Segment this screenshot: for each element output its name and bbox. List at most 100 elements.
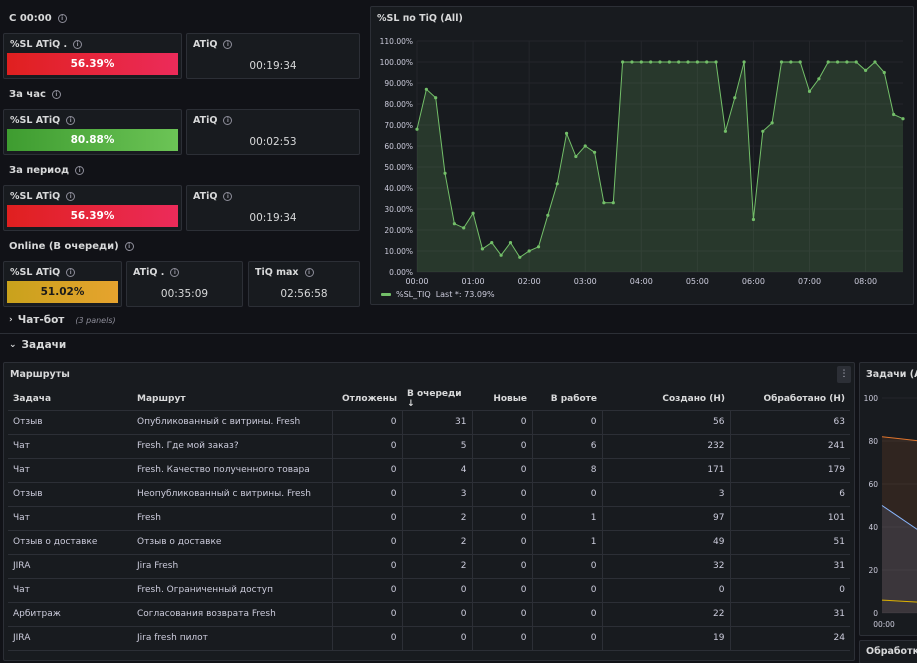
col-header-created[interactable]: Создано (Н)	[602, 388, 730, 411]
stat-value: 00:19:34	[249, 212, 297, 224]
info-icon[interactable]: i	[124, 242, 134, 251]
cell-postponed: 0	[331, 602, 402, 627]
cell-created: 171	[601, 458, 730, 483]
info-icon[interactable]: i	[66, 192, 76, 201]
data-point	[695, 60, 699, 64]
section-hour[interactable]: За час i	[9, 89, 61, 100]
row-chatbot-collapsed[interactable]: › Чат-бот (3 panels)	[9, 314, 116, 326]
table-row[interactable]: Отзыв о доставке Отзыв о доставке 0 2 0 1 49 51	[8, 530, 850, 555]
chart-panel-sl-tiq[interactable]: %SL по TiQ (All) 0.00% 10.00% 20.00% 30.00%…	[370, 6, 914, 305]
table-row[interactable]: Чат Fresh 0 2 0 1 97 101	[8, 506, 850, 531]
data-point	[639, 60, 643, 64]
col-header-postponed[interactable]: Отложены	[332, 388, 402, 411]
col-header-in-queue[interactable]: В очереди ↓	[402, 388, 472, 411]
info-icon[interactable]: i	[223, 40, 233, 49]
cell-task: Отзыв	[8, 410, 132, 435]
y-tick-label: 70.00%	[384, 121, 413, 130]
data-point	[658, 60, 662, 64]
data-point	[714, 60, 718, 64]
stat-panel-atiq-since-midnight[interactable]: ATiQ i 00:19:34	[186, 33, 360, 79]
row-panel-count: (3 panels)	[75, 315, 116, 325]
routes-table: Задача Маршрут Отложены В очереди ↓ Новы…	[8, 388, 850, 651]
cell-new: 0	[471, 410, 532, 435]
section-period[interactable]: За период i	[9, 165, 85, 176]
info-icon[interactable]: i	[66, 116, 76, 125]
x-tick-label: 06:00	[742, 277, 765, 286]
table-row[interactable]: JIRA Jira Fresh 0 2 0 0 32 31	[8, 554, 850, 579]
panel-title-text: TiQ max	[255, 267, 299, 278]
routes-table-panel[interactable]: Маршруты ⋮ Задача Маршрут Отложены В оче…	[3, 362, 855, 661]
y-tick-label: 100.00%	[380, 58, 413, 67]
section-since-midnight[interactable]: С 00:00 i	[9, 13, 67, 24]
stat-panel-atiq-online[interactable]: ATiQ . i 00:35:09	[126, 261, 243, 307]
table-row[interactable]: Отзыв Неопубликованный с витрины. Fresh 0 3…	[8, 482, 850, 507]
stat-panel-atiq-period[interactable]: ATiQ i 00:19:34	[186, 185, 360, 231]
tasks-chart-panel[interactable]: Задачи (All) 100 80 60 40 20 0 00:00	[859, 362, 917, 636]
section-title: С 00:00	[9, 13, 52, 24]
cell-new: 0	[471, 626, 532, 651]
panel-title-text: ATiQ .	[133, 267, 165, 278]
section-title: За час	[9, 89, 46, 100]
info-icon[interactable]: i	[304, 268, 314, 277]
stat-value: 51.02%	[7, 281, 118, 303]
data-point	[499, 253, 503, 257]
data-point	[583, 144, 587, 148]
panel-menu-icon[interactable]: ⋮	[837, 366, 851, 383]
stat-panel-atiq-hour[interactable]: ATiQ i 00:02:53	[186, 109, 360, 155]
table-row[interactable]: Чат Fresh. Качество полученного товара 0 4 0…	[8, 458, 850, 483]
cell-route: Неопубликованный с витрины. Fresh	[132, 482, 332, 507]
stat-panel-sl-online[interactable]: %SL ATiQ i 51.02%	[3, 261, 122, 307]
panel-title: %SL ATiQ i	[10, 115, 76, 126]
data-point	[826, 60, 830, 64]
col-header-in-work[interactable]: В работе	[532, 388, 602, 411]
stat-panel-sl-period[interactable]: %SL ATiQ i 56.39%	[3, 185, 182, 231]
table-row[interactable]: Отзыв Опубликованный с витрины. Fresh 0 31 0…	[8, 410, 850, 435]
col-header-task[interactable]: Задача	[8, 388, 132, 411]
info-icon[interactable]: i	[57, 14, 67, 23]
info-icon[interactable]: i	[75, 166, 85, 175]
cell-in-work: 0	[531, 554, 602, 579]
processing-panel[interactable]: Обработка	[859, 640, 917, 663]
data-point	[845, 60, 849, 64]
table-row[interactable]: Чат Fresh. Где мой заказ? 0 5 0 6 232 241	[8, 434, 850, 459]
chart-legend[interactable]: %SL_TIQ Last *: 73.09%	[381, 290, 495, 299]
info-icon[interactable]: i	[66, 268, 76, 277]
y-tick-label: 40	[868, 523, 878, 532]
info-icon[interactable]: i	[223, 116, 233, 125]
stat-panel-tiq-max[interactable]: TiQ max i 02:56:58	[248, 261, 360, 307]
data-point	[817, 77, 821, 81]
section-online[interactable]: Online (В очереди) i	[9, 241, 134, 252]
info-icon[interactable]: i	[51, 90, 61, 99]
row-tasks-expanded[interactable]: ⌄ Задачи	[9, 339, 66, 351]
data-point	[536, 245, 541, 249]
chevron-right-icon: ›	[9, 315, 13, 325]
col-header-new[interactable]: Новые	[472, 388, 532, 411]
info-icon[interactable]: i	[223, 192, 233, 201]
cell-task: Чат	[8, 578, 132, 603]
cell-task: Чат	[8, 506, 132, 531]
cell-created: 97	[601, 506, 730, 531]
y-tick-label: 20	[868, 566, 878, 575]
cell-route: Fresh. Ограниченный доступ	[132, 578, 332, 603]
y-tick-label: 80.00%	[384, 100, 413, 109]
stat-panel-sl-since-midnight[interactable]: %SL ATiQ . i 56.39%	[3, 33, 182, 79]
data-point	[705, 60, 709, 64]
stat-panel-sl-hour[interactable]: %SL ATiQ i 80.88%	[3, 109, 182, 155]
col-header-route[interactable]: Маршрут	[132, 388, 332, 411]
table-row[interactable]: JIRA Jira fresh пилот 0 0 0 0 19 24	[8, 626, 850, 651]
cell-route: Jira fresh пилот	[132, 626, 332, 651]
cell-in-queue: 2	[401, 506, 472, 531]
cell-new: 0	[471, 434, 532, 459]
data-point	[602, 201, 606, 205]
cell-postponed: 0	[331, 434, 402, 459]
info-icon[interactable]: i	[73, 40, 83, 49]
col-header-processed[interactable]: Обработано (Н)	[730, 388, 850, 411]
section-title: За период	[9, 165, 70, 176]
x-tick-label: 05:00	[686, 277, 709, 286]
info-icon[interactable]: i	[170, 268, 180, 277]
cell-created: 3	[601, 482, 730, 507]
chart-title: %SL по TiQ (All)	[377, 13, 463, 24]
table-row[interactable]: Арбитраж Согласования возврата Fresh 0 0 0 0 2…	[8, 602, 850, 627]
table-row[interactable]: Чат Fresh. Ограниченный доступ 0 0 0 0 0 0	[8, 578, 850, 603]
